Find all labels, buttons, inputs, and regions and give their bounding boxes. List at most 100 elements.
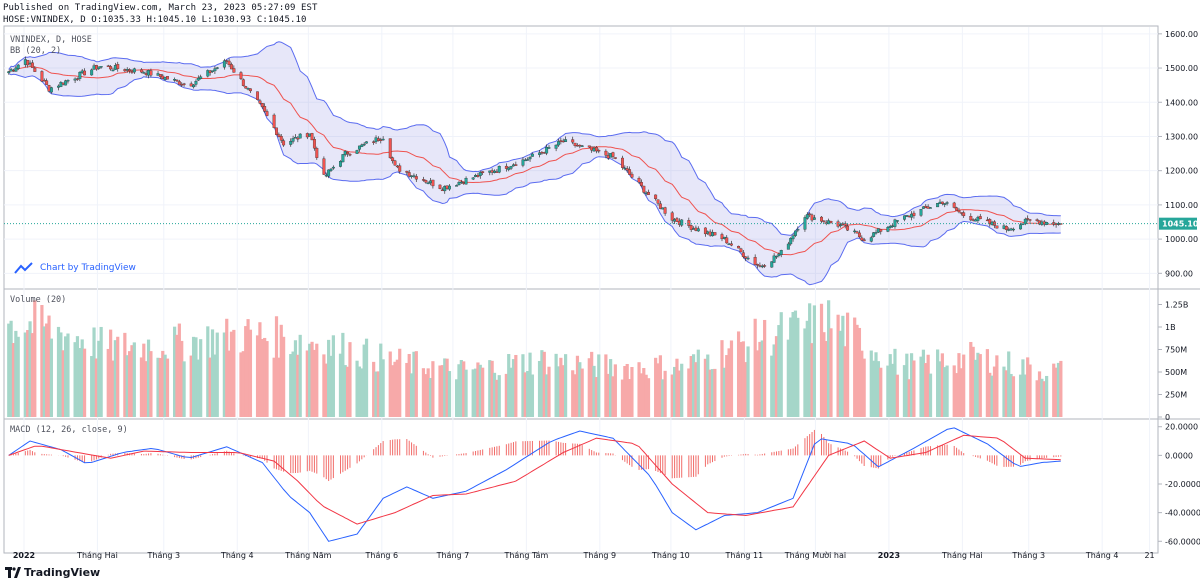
candle-body	[1023, 218, 1027, 225]
candle-body	[407, 172, 411, 177]
volume-bar	[393, 361, 397, 417]
volume-bar	[959, 368, 963, 417]
candle-body	[76, 78, 79, 80]
candle-body	[388, 138, 392, 159]
volume-bar	[710, 369, 715, 417]
y-tick-label: 1200.00	[1165, 167, 1198, 176]
candle-body	[130, 71, 134, 73]
grid	[3, 25, 1200, 554]
volume-bar	[805, 320, 809, 417]
candle-body	[372, 141, 376, 143]
volume-bar	[246, 319, 250, 417]
candle-body	[609, 153, 613, 158]
volume-bar	[770, 355, 774, 417]
candle-body	[298, 133, 302, 139]
candle-body	[149, 70, 153, 76]
candle-body	[493, 170, 496, 173]
volume-bar	[82, 348, 87, 417]
volume-bar	[322, 354, 326, 417]
candle-body	[561, 140, 565, 143]
volume-bar	[42, 326, 46, 417]
volume-bar	[729, 340, 734, 417]
y-tick-label: 900.00	[1165, 269, 1193, 278]
candle-body	[862, 239, 866, 242]
candle-body	[656, 199, 660, 204]
x-tick-label: 2022	[13, 551, 35, 560]
volume-bar	[414, 351, 418, 417]
candle-body	[232, 68, 236, 73]
volume-bar	[388, 351, 392, 417]
volume-bar	[613, 364, 617, 417]
candle-body	[744, 256, 748, 259]
candle-body	[521, 159, 525, 166]
candle-body	[125, 69, 129, 71]
candle-body	[438, 184, 442, 189]
candle-body	[639, 181, 643, 186]
volume-bar	[492, 372, 497, 417]
volume-bar	[507, 354, 511, 417]
macd-label: MACD (12, 26, close, 9)	[10, 425, 128, 435]
volume-bar	[362, 344, 366, 417]
volume-bar	[258, 322, 262, 417]
candle-body	[611, 152, 615, 157]
volume-bar	[407, 354, 411, 417]
brand[interactable]: TradingView	[5, 566, 100, 579]
volume-bar	[687, 368, 691, 417]
candle-body	[912, 212, 916, 216]
candle-body	[215, 67, 219, 69]
volume-bar	[542, 351, 546, 417]
volume-bar	[229, 331, 234, 417]
volume-bar	[49, 338, 53, 417]
volume-bar	[395, 359, 399, 417]
volume-bar	[554, 353, 558, 417]
candle-body	[995, 225, 999, 229]
candle-body	[580, 145, 584, 147]
candle-body	[365, 141, 369, 144]
volume-bar	[80, 339, 84, 417]
volume-bar	[312, 349, 317, 417]
candle-body	[625, 168, 629, 171]
candle-body	[786, 243, 790, 250]
candle-body	[147, 70, 150, 76]
candle-body	[969, 216, 973, 221]
candle-body	[139, 69, 143, 73]
volume-bar	[473, 368, 478, 417]
volume-bar	[241, 351, 245, 417]
volume-bar	[56, 326, 61, 417]
candle-body	[445, 185, 449, 189]
volume-bar	[803, 328, 807, 417]
y-tick-label: 20.0000	[1165, 423, 1198, 432]
candle-body	[459, 181, 463, 184]
candle-body	[289, 141, 293, 145]
x-tick-label: Tháng Tám	[503, 551, 548, 560]
volume-bar	[343, 365, 347, 417]
volume-bar	[431, 361, 435, 417]
watermark[interactable]: Chart by TradingView	[14, 262, 136, 274]
candle-body	[789, 238, 793, 245]
volume-bar	[94, 358, 99, 417]
volume-bar	[578, 362, 582, 417]
volume-bar	[376, 371, 380, 417]
volume-bar	[774, 336, 779, 417]
volume-bar	[355, 360, 359, 417]
candle-body	[971, 219, 975, 221]
candle-body	[47, 85, 51, 92]
candle-body	[940, 201, 944, 204]
volume-bar	[708, 369, 712, 417]
volume-bar	[279, 324, 283, 417]
volume-bar	[760, 340, 764, 417]
volume-bar	[992, 366, 997, 417]
volume-bar	[990, 375, 994, 417]
volume-bar	[644, 374, 648, 417]
y-tick-label: 1100.00	[1165, 201, 1198, 210]
volume-bar	[440, 365, 444, 417]
volume-bar	[1007, 351, 1011, 417]
candle-body	[663, 207, 667, 214]
volume-bar	[995, 355, 999, 417]
candle-body	[746, 257, 750, 260]
candle-body	[713, 232, 717, 236]
candle-body	[945, 202, 949, 204]
volume-bar	[796, 317, 800, 417]
candle-body	[346, 152, 350, 155]
